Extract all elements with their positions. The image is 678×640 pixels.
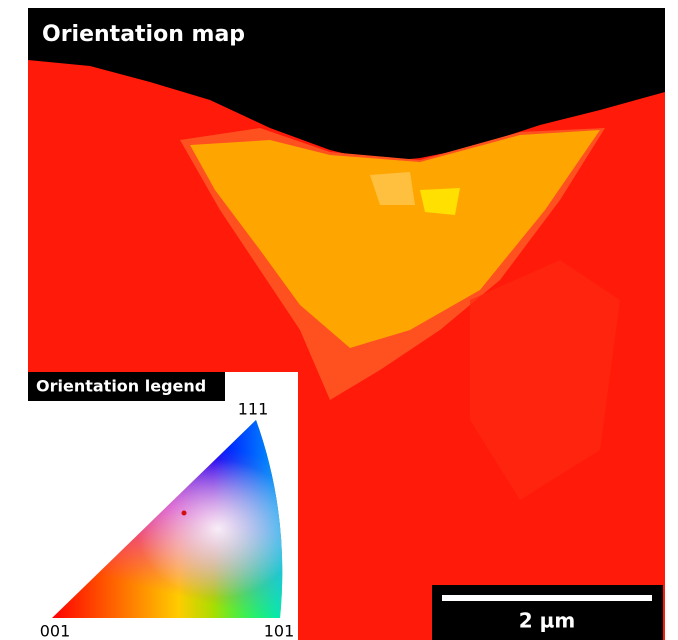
corner-label: 111 [238, 400, 269, 419]
legend-marker [182, 511, 187, 516]
legend-title: Orientation legend [36, 377, 206, 396]
grain-spot [420, 188, 460, 215]
scale-label: 2 µm [519, 609, 575, 633]
page: Orientation map Orientation legend 111 0… [0, 0, 678, 640]
scale-line [442, 595, 652, 601]
corner-label: 001 [40, 622, 71, 640]
scale-bar: 2 µm [432, 585, 663, 640]
legend: Orientation legend 111 001 101 [28, 372, 298, 640]
corner-label: 101 [264, 622, 295, 640]
map-title: Orientation map [42, 22, 245, 47]
